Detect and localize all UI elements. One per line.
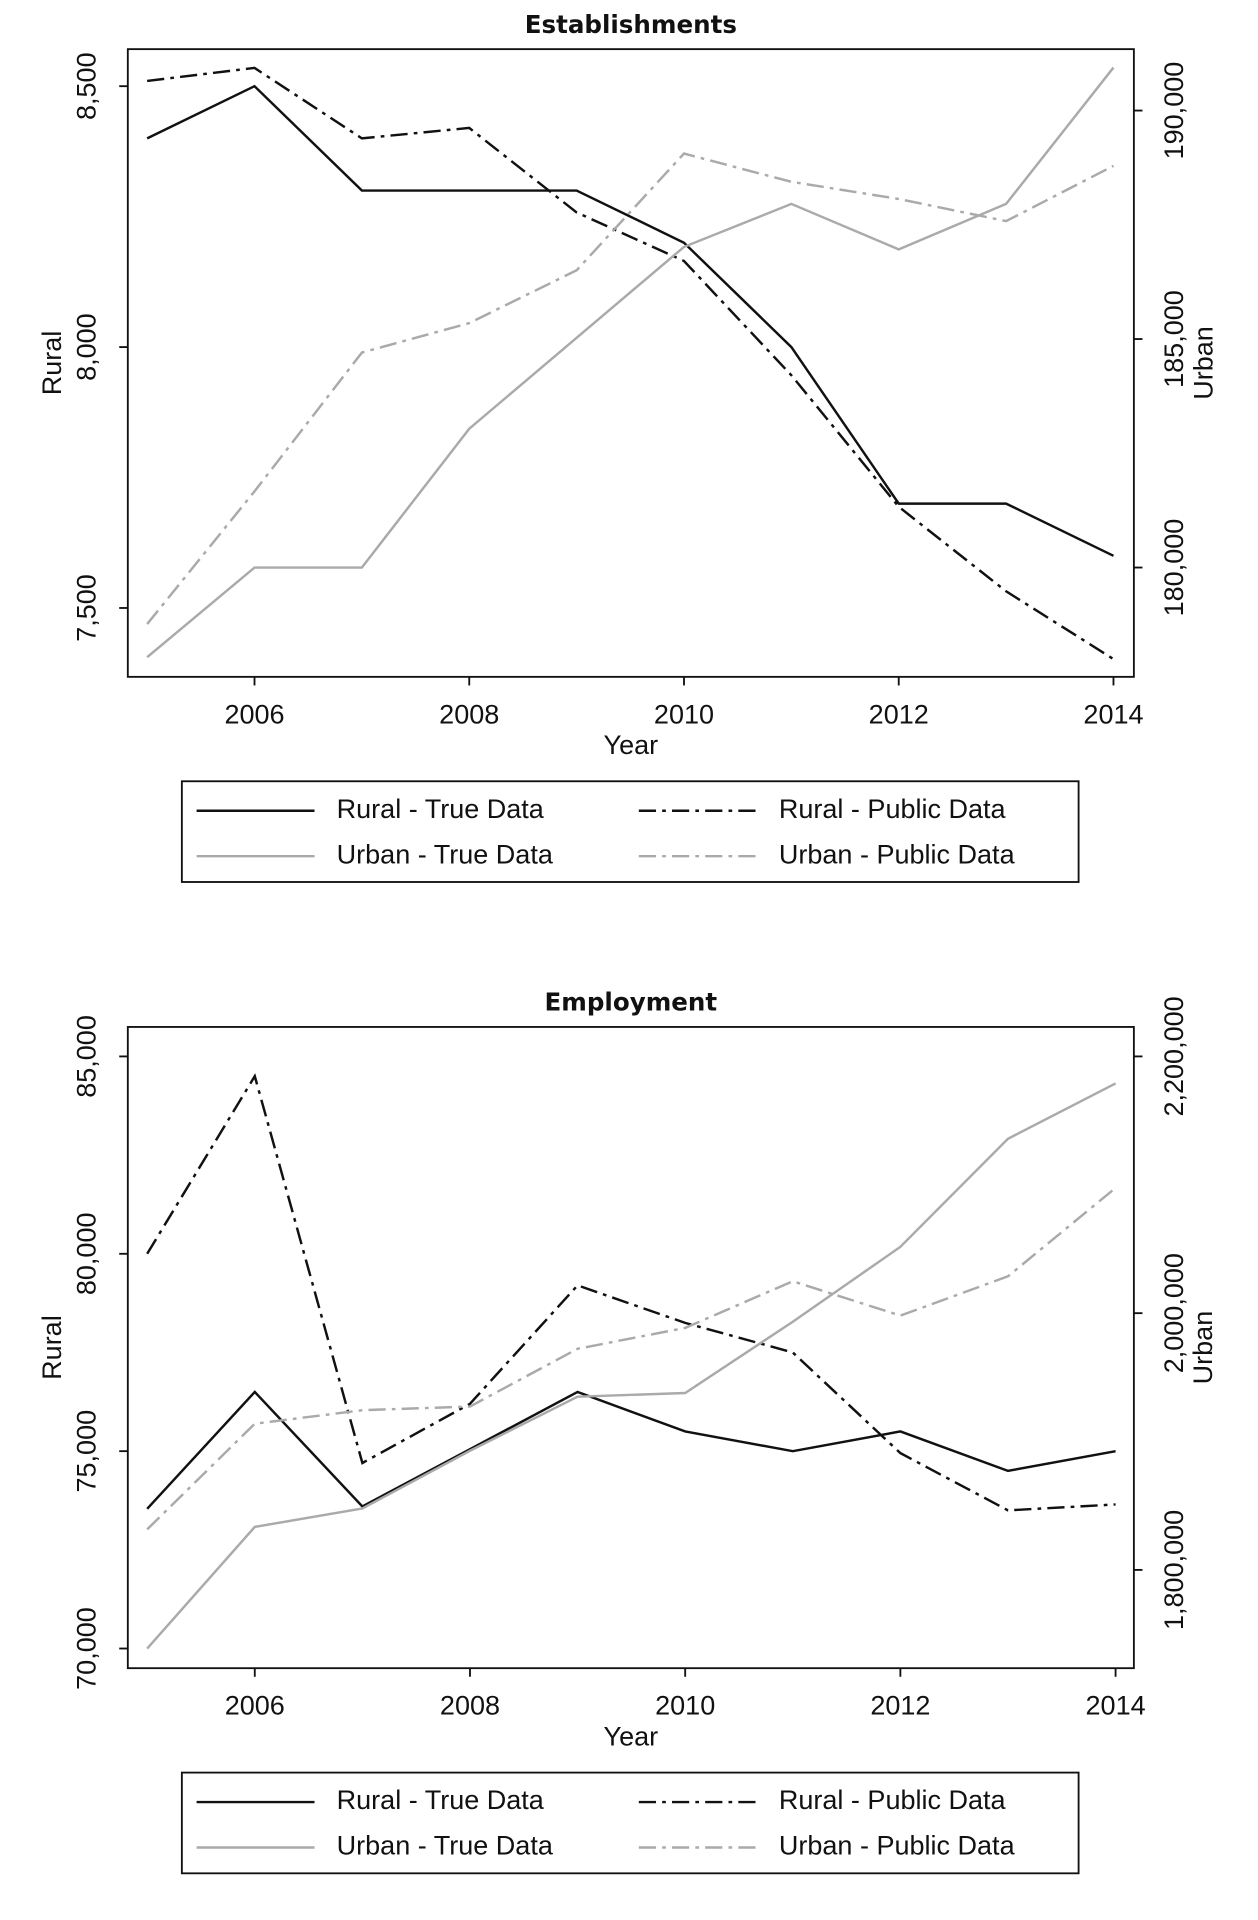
y2-tick-label: 190,000 [1159,62,1189,160]
series-line [146,66,1115,659]
y2-axis-label: Urban [1188,1311,1218,1385]
x-tick-label: 2006 [225,1691,285,1721]
legend-box [180,1771,1080,1875]
x-axis-label: Year [604,1721,659,1751]
y-axis-label: Rural [37,1315,67,1380]
x-tick-label: 2008 [439,699,499,729]
y2-tick-label: 2,000,000 [1159,1253,1189,1373]
y2-tick-label: 2,200,000 [1159,996,1189,1116]
chart-title: Establishments [525,10,737,39]
y-tick-label: 75,000 [72,1410,102,1493]
series-line [146,1390,1116,1510]
series-line [146,66,1115,661]
x-tick-label: 2012 [870,1691,930,1721]
y2-tick-label: 180,000 [1159,519,1189,617]
legend-label: Rural - Public Data [779,1785,1007,1815]
x-tick-label: 2008 [440,1691,500,1721]
legend-label: Urban - True Data [337,1831,554,1861]
legend-box [180,780,1080,883]
x-tick-label: 2006 [224,699,284,729]
series-line [146,84,1115,557]
x-tick-label: 2014 [1086,1691,1146,1721]
y2-tick-label: 1,800,000 [1159,1510,1189,1630]
x-tick-label: 2010 [654,699,714,729]
legend-label: Rural - Public Data [779,794,1007,824]
y-tick-label: 7,500 [72,574,102,642]
plot-frame [126,48,1135,678]
y2-axis-label: Urban [1188,326,1218,400]
x-axis-label: Year [604,730,659,760]
chart-title: Employment [545,988,718,1017]
x-tick-label: 2010 [655,1691,715,1721]
legend-label: Urban - True Data [337,839,554,869]
y-tick-label: 8,000 [72,313,102,381]
legend-label: Urban - Public Data [779,839,1016,869]
legend-label: Rural - True Data [337,794,545,824]
legend-label: Urban - Public Data [779,1831,1016,1861]
series-line [146,1082,1117,1650]
x-tick-label: 2012 [869,699,929,729]
y-tick-label: 80,000 [72,1212,102,1295]
y-axis-label: Rural [37,331,67,396]
y2-tick-label: 185,000 [1159,290,1189,388]
series-line [146,1073,1116,1512]
plot-frame [126,1026,1135,1670]
series-line [146,152,1115,625]
x-tick-label: 2014 [1083,699,1143,729]
legend-label: Rural - True Data [337,1785,545,1815]
series-line [146,1186,1117,1531]
y-tick-label: 85,000 [72,1015,102,1098]
y-tick-label: 8,500 [72,52,102,120]
y-tick-label: 70,000 [72,1607,102,1690]
